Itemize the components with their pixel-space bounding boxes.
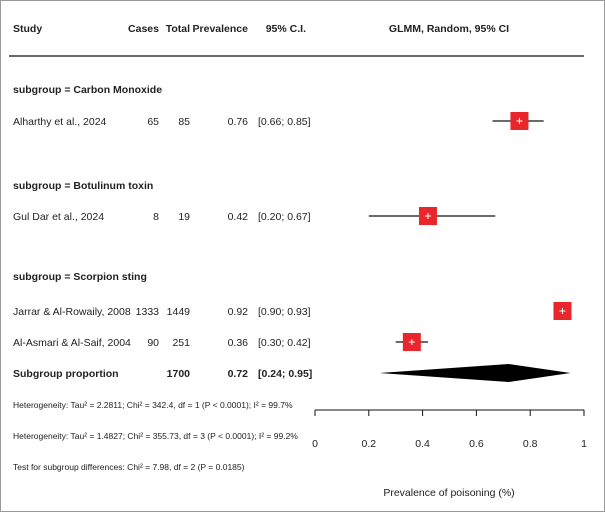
x-axis: 0 0.2 0.4 0.6 0.8 1 Prevalence of poisoning (… bbox=[312, 409, 587, 499]
x-tick-label: 0.6 bbox=[469, 438, 484, 450]
summary-ci: [0.24; 0.95] bbox=[258, 368, 312, 380]
study-name: Alharthy et al., 2024 bbox=[13, 116, 107, 128]
header-model: GLMM, Random, 95% CI bbox=[389, 23, 509, 35]
x-tick-label: 0.4 bbox=[415, 438, 430, 450]
study-ci: [0.30; 0.42] bbox=[258, 337, 311, 349]
study-prevalence: 0.76 bbox=[228, 116, 249, 128]
header-cases: Cases bbox=[128, 23, 159, 35]
x-tick-label: 1 bbox=[581, 438, 587, 450]
header-ci: 95% C.I. bbox=[266, 23, 306, 35]
subgroup-label-botulinum-toxin: subgroup = Botulinum toxin bbox=[13, 180, 153, 192]
x-tick-label: 0.2 bbox=[361, 438, 376, 450]
x-tick-label: 0 bbox=[312, 438, 318, 450]
subgroup-test: Test for subgroup differences: Chi² = 7.… bbox=[13, 462, 245, 472]
x-tick-label: 0.8 bbox=[523, 438, 538, 450]
study-cases: 8 bbox=[153, 211, 159, 223]
summary-prevalence: 0.72 bbox=[228, 368, 249, 380]
summary-total: 1700 bbox=[167, 368, 191, 380]
study-prevalence: 0.36 bbox=[228, 337, 249, 349]
study-prevalence: 0.42 bbox=[228, 211, 249, 223]
header-total: Total bbox=[166, 23, 190, 35]
header-study: Study bbox=[13, 23, 42, 35]
study-total: 85 bbox=[178, 116, 190, 128]
study-ci: [0.90; 0.93] bbox=[258, 306, 311, 318]
study-name: Jarrar & Al-Rowaily, 2008 bbox=[13, 306, 131, 318]
study-ci: [0.66; 0.85] bbox=[258, 116, 311, 128]
study-total: 251 bbox=[172, 337, 190, 349]
subgroup-label-scorpion-sting: subgroup = Scorpion sting bbox=[13, 271, 147, 283]
subgroup-label-carbon-monoxide: subgroup = Carbon Monoxide bbox=[13, 84, 162, 96]
summary-label: Subgroup proportion bbox=[13, 368, 119, 380]
study-cases: 1333 bbox=[136, 306, 160, 318]
study-total: 19 bbox=[178, 211, 190, 223]
heterogeneity-subgroup: Heterogeneity: Tau² = 2.2811; Chi² = 342… bbox=[13, 400, 293, 410]
study-prevalence: 0.92 bbox=[228, 306, 249, 318]
study-cases: 90 bbox=[147, 337, 159, 349]
study-name: Gul Dar et al., 2024 bbox=[13, 211, 104, 223]
study-cases: 65 bbox=[147, 116, 159, 128]
summary-diamond bbox=[379, 364, 571, 382]
study-name: Al-Asmari & Al-Saif, 2004 bbox=[13, 337, 131, 349]
plot-marks bbox=[368, 112, 572, 382]
header-prevalence: Prevalence bbox=[193, 23, 249, 35]
study-total: 1449 bbox=[167, 306, 191, 318]
study-ci: [0.20; 0.67] bbox=[258, 211, 311, 223]
heterogeneity-overall: Heterogeneity: Tau² = 1.4827; Chi² = 355… bbox=[13, 431, 298, 441]
x-axis-ticks: 0 0.2 0.4 0.6 0.8 1 bbox=[312, 410, 587, 450]
x-axis-label: Prevalence of poisoning (%) bbox=[383, 487, 514, 499]
